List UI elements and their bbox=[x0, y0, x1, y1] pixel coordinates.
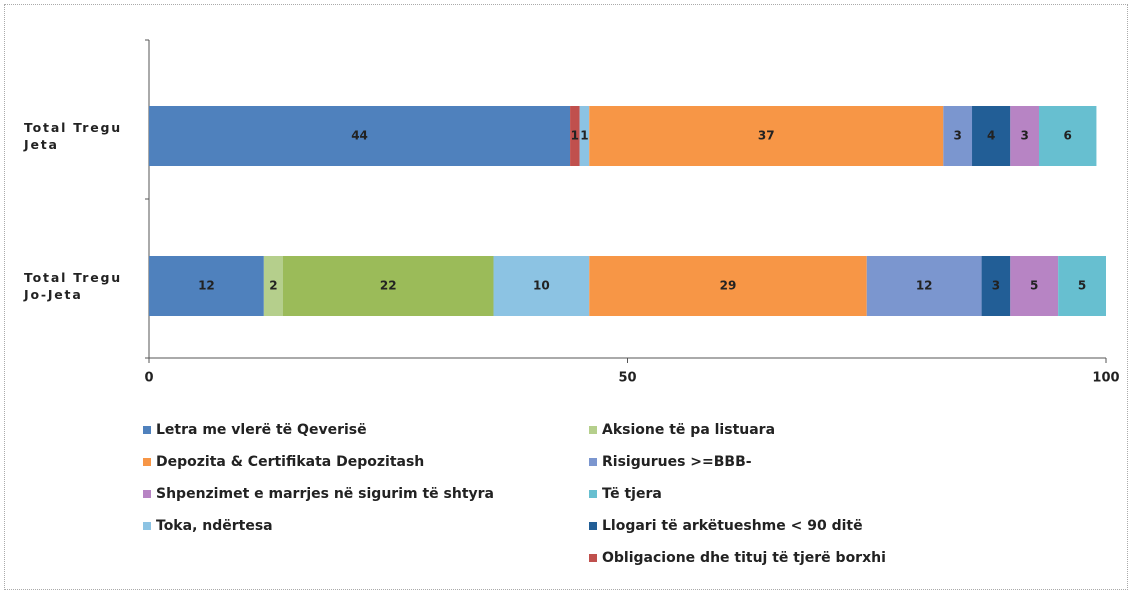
bar-segment bbox=[981, 256, 1011, 316]
data-label: 1 bbox=[580, 129, 588, 143]
data-label: 37 bbox=[758, 129, 775, 143]
legend-label: Toka, ndërtesa bbox=[156, 518, 273, 534]
bar-segment bbox=[1039, 106, 1097, 166]
data-label: 29 bbox=[720, 279, 737, 293]
legend-swatch bbox=[143, 522, 151, 530]
bar-segment bbox=[589, 256, 867, 316]
category-label: Total Tregu Jo-Jeta bbox=[24, 270, 122, 302]
legend-label: Aksione të pa listuara bbox=[602, 422, 775, 438]
legend-swatch bbox=[589, 426, 597, 434]
legend-swatch bbox=[143, 426, 151, 434]
data-label: 12 bbox=[198, 279, 215, 293]
bar-segment bbox=[149, 256, 264, 316]
legend-swatch bbox=[589, 522, 597, 530]
x-tick-label: 100 bbox=[1092, 371, 1119, 386]
data-label: 3 bbox=[992, 279, 1000, 293]
legend-label: Depozita & Certifikata Depozitash bbox=[156, 454, 424, 470]
data-label: 5 bbox=[1078, 279, 1086, 293]
bar-segment bbox=[570, 106, 580, 166]
data-label: 10 bbox=[533, 279, 550, 293]
legend-label: Llogari të arkëtueshme < 90 ditë bbox=[602, 518, 863, 534]
bar-segment bbox=[282, 256, 494, 316]
legend-label: Obligacione dhe tituj të tjerë borxhi bbox=[602, 550, 886, 566]
legend-swatch bbox=[589, 490, 597, 498]
data-label: 3 bbox=[953, 129, 961, 143]
data-label: 6 bbox=[1064, 129, 1072, 143]
data-label: 22 bbox=[380, 279, 397, 293]
legend-swatch bbox=[589, 554, 597, 562]
legend-label: Risigurues >=BBB- bbox=[602, 454, 752, 470]
x-tick-label: 50 bbox=[618, 371, 636, 386]
bar-segment bbox=[866, 256, 982, 316]
legend-swatch bbox=[143, 458, 151, 466]
bar-segment bbox=[1010, 256, 1059, 316]
bar-segment bbox=[589, 106, 944, 166]
bar-segment bbox=[579, 106, 590, 166]
bar-segment bbox=[943, 106, 973, 166]
data-label: 12 bbox=[916, 279, 933, 293]
data-label: 4 bbox=[987, 129, 995, 143]
legend-label: Të tjera bbox=[602, 486, 662, 502]
legend-label: Shpenzimet e marrjes në sigurim të shtyr… bbox=[156, 486, 494, 502]
bar-segment bbox=[493, 256, 590, 316]
data-label: 1 bbox=[571, 129, 579, 143]
category-label: Total Tregu Jeta bbox=[24, 120, 122, 152]
data-label: 3 bbox=[1020, 129, 1028, 143]
bar-segment bbox=[149, 106, 571, 166]
legend-swatch bbox=[143, 490, 151, 498]
legend-swatch bbox=[589, 458, 597, 466]
x-tick-label: 0 bbox=[144, 371, 153, 386]
bar-segment bbox=[263, 256, 283, 316]
bar-segment bbox=[1058, 256, 1106, 316]
data-label: 44 bbox=[351, 129, 368, 143]
chart-frame bbox=[4, 4, 1128, 590]
legend-label: Letra me vlerë të Qeverisë bbox=[156, 422, 367, 438]
data-label: 2 bbox=[269, 279, 277, 293]
data-label: 5 bbox=[1030, 279, 1038, 293]
bar-segment bbox=[972, 106, 1011, 166]
bar-segment bbox=[1010, 106, 1040, 166]
